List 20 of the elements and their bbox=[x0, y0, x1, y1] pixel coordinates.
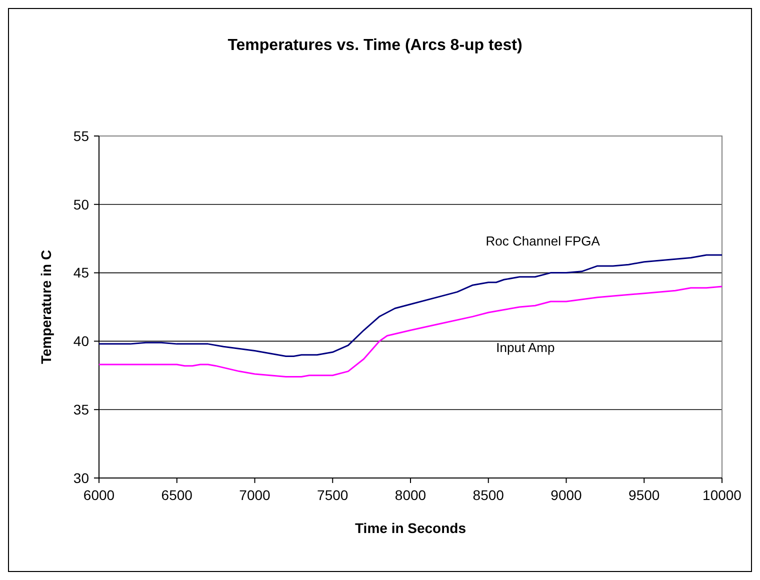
x-tick-label: 8500 bbox=[472, 487, 504, 503]
y-tick-label: 45 bbox=[73, 264, 90, 281]
y-tick-label: 40 bbox=[73, 333, 90, 350]
y-tick-label: 55 bbox=[73, 128, 90, 144]
text: Input Amp bbox=[496, 340, 555, 356]
x-axis-title: Time in Seconds bbox=[355, 520, 466, 536]
y-tick-label: 30 bbox=[73, 470, 90, 486]
x-tick-label: 10000 bbox=[702, 487, 742, 503]
x-tick-label: 6000 bbox=[83, 487, 115, 503]
x-tick-label: 6500 bbox=[161, 487, 193, 503]
chart-title: Temperatures vs. Time (Arcs 8-up test) bbox=[228, 37, 522, 54]
series-label: Roc Channel FPGA bbox=[486, 233, 600, 248]
x-tick-label: 7000 bbox=[239, 487, 271, 503]
x-tick-label: 8000 bbox=[394, 487, 426, 503]
y-axis-title: Temperature in C bbox=[38, 250, 54, 364]
x-tick-label: 9500 bbox=[628, 487, 660, 503]
x-tick-label: 9000 bbox=[550, 487, 582, 503]
y-tick-label: 35 bbox=[73, 402, 90, 418]
y-tick-label: 50 bbox=[73, 196, 90, 212]
x-tick-label: 7500 bbox=[317, 487, 348, 503]
